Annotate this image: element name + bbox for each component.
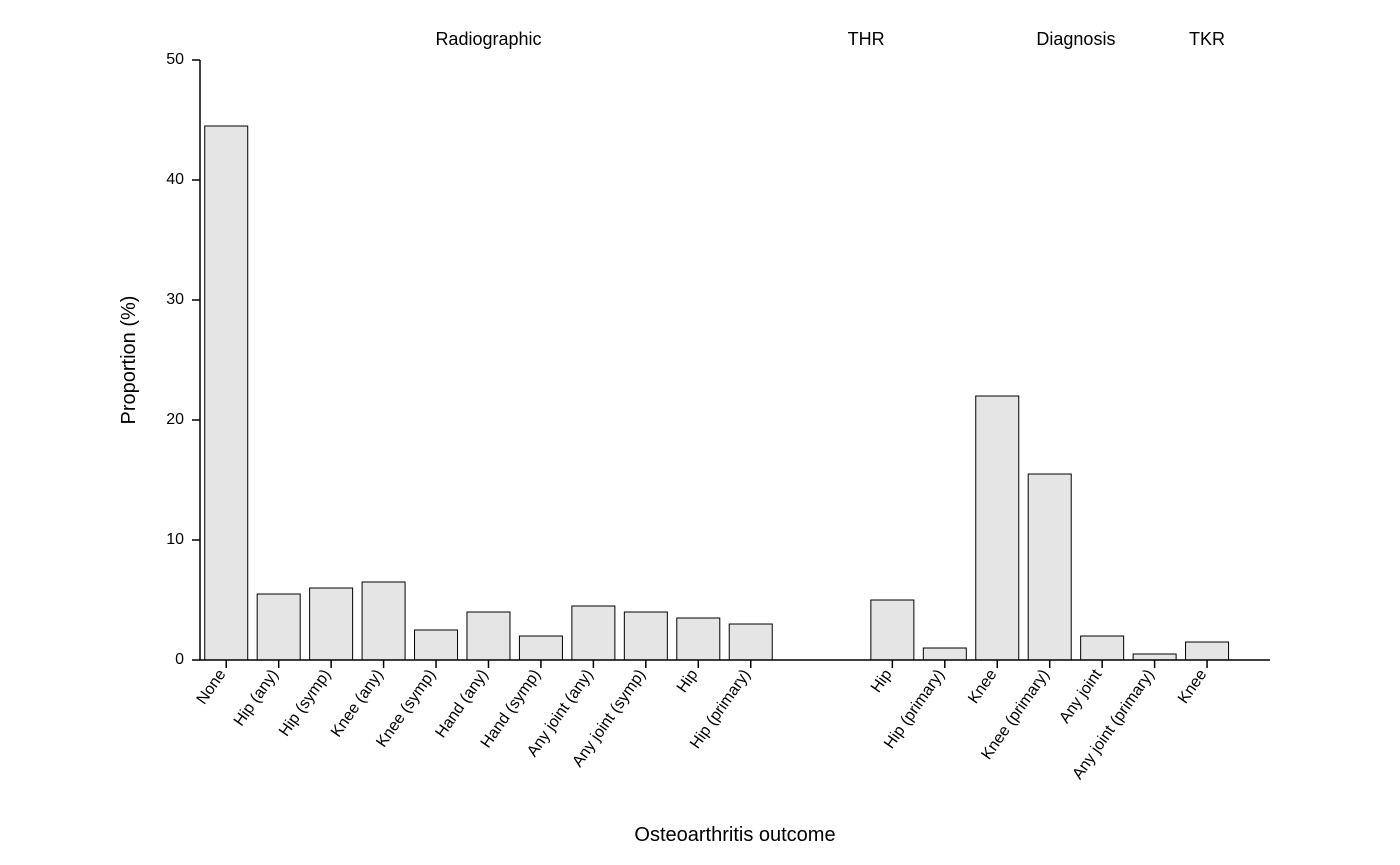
section-label: THR [848, 29, 885, 49]
bar [572, 606, 615, 660]
section-label: Radiographic [435, 29, 541, 49]
bar [729, 624, 772, 660]
y-tick-label: 20 [166, 411, 184, 428]
y-tick-label: 30 [166, 291, 184, 308]
bar [362, 582, 405, 660]
bar [976, 396, 1019, 660]
y-tick-label: 50 [166, 51, 184, 68]
section-label: Diagnosis [1036, 29, 1115, 49]
y-tick-label: 10 [166, 531, 184, 548]
bar [467, 612, 510, 660]
bar [1081, 636, 1124, 660]
y-axis-label: Proportion (%) [118, 296, 140, 425]
bar [519, 636, 562, 660]
bar [415, 630, 458, 660]
bar [205, 126, 248, 660]
bar [677, 618, 720, 660]
bar-chart: 01020304050Proportion (%)NoneHip (any)Hi… [0, 0, 1400, 865]
section-label: TKR [1189, 29, 1225, 49]
y-tick-label: 0 [175, 651, 184, 668]
bar [257, 594, 300, 660]
bar [871, 600, 914, 660]
bar [1133, 654, 1176, 660]
y-tick-label: 40 [166, 171, 184, 188]
bar [923, 648, 966, 660]
bar [310, 588, 353, 660]
bar [624, 612, 667, 660]
bar [1186, 642, 1229, 660]
bar [1028, 474, 1071, 660]
x-axis-label: Osteoarthritis outcome [634, 824, 835, 846]
